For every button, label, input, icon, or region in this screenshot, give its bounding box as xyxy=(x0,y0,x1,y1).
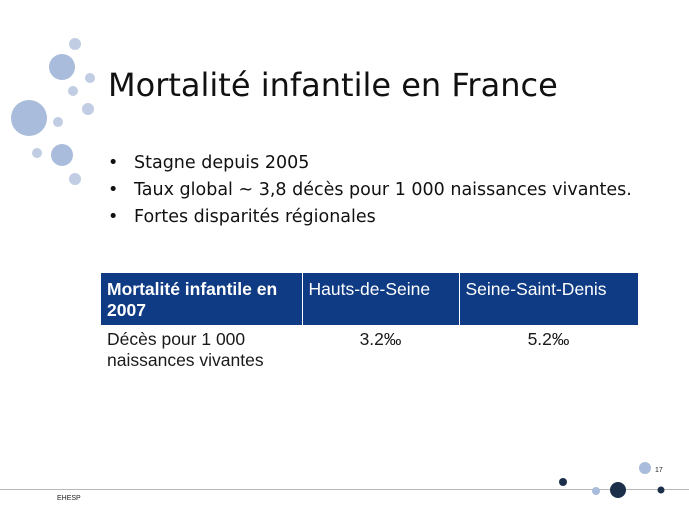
table-cell: 5.2‰ xyxy=(527,329,570,349)
bullet-list: Stagne depuis 2005 Taux global ~ 3,8 déc… xyxy=(108,150,632,231)
decor-circle xyxy=(69,38,81,50)
decor-circle xyxy=(82,103,94,115)
decor-circle xyxy=(68,86,78,96)
footer-divider xyxy=(0,489,689,490)
footer-label: EHESP xyxy=(57,495,81,502)
decor-circle xyxy=(51,144,73,166)
table-header-row: Mortalité infantile en 2007 Hauts-de-Sei… xyxy=(101,273,638,325)
table-cell: 3.2‰ xyxy=(359,329,402,349)
decor-circle xyxy=(657,486,665,494)
table-header-cell: Hauts-de-Seine xyxy=(302,273,460,325)
page-number: 17 xyxy=(655,467,663,474)
table-header-cell: Mortalité infantile en 2007 xyxy=(101,273,303,325)
decor-circle xyxy=(11,100,47,136)
bullet-item: Stagne depuis 2005 xyxy=(108,150,632,177)
decor-circle xyxy=(639,462,651,474)
decor-circle xyxy=(559,478,567,486)
decor-circle xyxy=(32,148,42,158)
bullet-item: Fortes disparités régionales xyxy=(108,204,632,231)
decor-circle xyxy=(49,54,75,80)
decor-circle xyxy=(69,173,81,185)
table-row: Décès pour 1 000 naissances vivantes 3.2… xyxy=(101,325,638,375)
table-cell: Décès pour 1 000 naissances vivantes xyxy=(107,329,264,370)
slide-title: Mortalité infantile en France xyxy=(108,66,558,104)
decor-circle xyxy=(53,117,63,127)
table-header-cell: Seine-Saint-Denis xyxy=(459,273,638,325)
decorative-circles-top xyxy=(11,38,95,185)
mortality-table: Mortalité infantile en 2007 Hauts-de-Sei… xyxy=(101,273,638,375)
decor-circle xyxy=(610,482,626,498)
bullet-item: Taux global ~ 3,8 décès pour 1 000 naiss… xyxy=(108,177,632,204)
decor-circle xyxy=(85,73,95,83)
